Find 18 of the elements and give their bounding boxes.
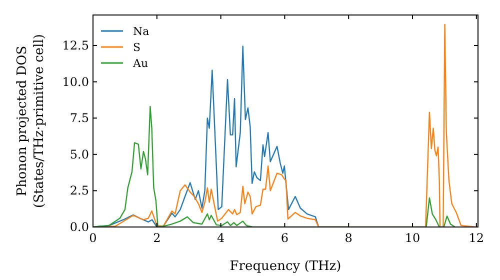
- y-tick-label: 12.5: [62, 38, 89, 52]
- y-tick-label: 10.0: [62, 74, 89, 89]
- legend-label: Au: [132, 57, 148, 70]
- y-tick-label: 5.0: [70, 147, 89, 162]
- x-axis-title: Frequency (THz): [230, 259, 342, 274]
- x-tick-label: 12: [468, 231, 484, 245]
- x-tick-label: 4: [216, 231, 225, 245]
- y-tick-label: 0.0: [70, 220, 89, 234]
- y-tick-label: 7.5: [70, 111, 89, 126]
- legend-label: S: [133, 41, 141, 54]
- y-axis-title: Phonon projected DOS (States/THz·primitive cell): [15, 34, 47, 208]
- x-tick-label: 10: [404, 231, 420, 245]
- x-tick-label: 6: [280, 231, 289, 245]
- x-tick-label: 8: [344, 231, 352, 245]
- x-tick-label: 0: [89, 231, 97, 245]
- x-tick-label: 2: [153, 231, 161, 245]
- y-tick-label: 2.5: [70, 184, 89, 198]
- legend-label: Na: [133, 25, 150, 38]
